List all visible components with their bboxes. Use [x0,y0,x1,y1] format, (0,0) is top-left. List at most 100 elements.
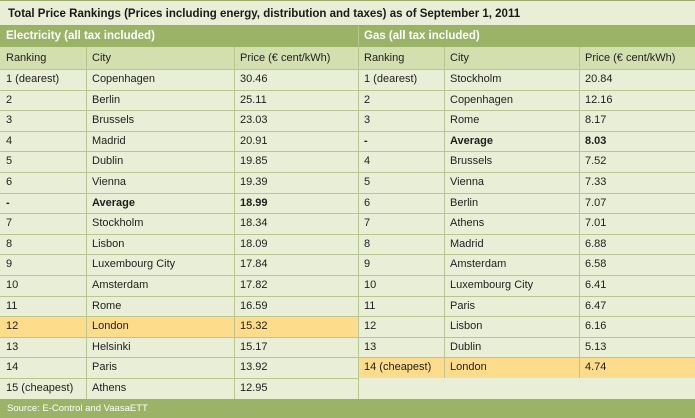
gas-table-row: 6 Berlin 7.07 [358,193,695,214]
electricity-cell-price: 15.32 [240,320,268,333]
electricity-cell-ranking: 2 [6,93,13,106]
electricity-cell-ranking: 10 [6,279,19,291]
electricity-cell-ranking: 14 [6,361,19,374]
electricity-cell-ranking: 15 (cheapest) [6,382,74,394]
gas-cell-price: 12.16 [585,93,613,106]
electricity-cell-city: Athens [92,382,127,394]
gas-column-divider [579,47,580,378]
gas-cell-city: Rome [450,114,480,127]
gas-row-divider [358,254,695,255]
gas-cell-city: Berlin [450,196,479,209]
gas-row-divider [358,316,695,317]
table-title: Total Price Rankings (Prices including e… [0,0,695,26]
gas-cell-ranking: 5 [364,176,371,188]
gas-column-headers: Ranking City Price (€ cent/kWh) [358,47,695,69]
gas-row-divider [358,296,695,297]
gas-cell-ranking: 11 [364,299,376,312]
electricity-cell-city: Paris [92,361,118,374]
electricity-cell-ranking: 11 [6,299,18,312]
gas-table-row: 7 Athens 7.01 [358,213,695,234]
gas-cell-city: Athens [450,217,485,230]
electricity-column-headers: Ranking City Price (€ cent/kWh) [0,47,358,69]
gas-cell-city: Vienna [450,176,485,188]
electricity-row-divider [0,213,358,214]
electricity-cell-city: Dublin [92,155,124,168]
electricity-table-row: - Average 18.99 [0,193,358,214]
electricity-cell-ranking: 6 [6,176,13,188]
gas-col-price: Price (€ cent/kWh) [585,52,676,64]
electricity-cell-ranking: 1 (dearest) [6,73,60,85]
electricity-cell-ranking: 12 [6,320,19,333]
electricity-cell-ranking: 3 [6,114,13,127]
electricity-table-row: 12 London 15.32 [0,316,358,337]
electricity-cell-price: 17.84 [240,258,268,271]
gas-row-divider [358,131,695,132]
gas-cell-city: Paris [450,299,476,312]
gas-column-divider [444,47,445,378]
gas-row-divider [358,213,695,214]
gas-table-row: 11 Paris 6.47 [358,296,695,317]
electricity-row-divider [0,378,358,379]
electricity-cell-price: 15.17 [240,340,268,353]
gas-cell-price: 6.41 [585,279,607,291]
gas-table-row: 2 Copenhagen 12.16 [358,90,695,111]
electricity-row-divider [0,337,358,338]
electricity-table-row: 10 Amsterdam 17.82 [0,275,358,296]
gas-table-row: 5 Vienna 7.33 [358,172,695,193]
gas-cell-price: 7.33 [585,176,607,188]
electricity-cell-price: 17.82 [240,279,268,291]
gas-table-row: 13 Dublin 5.13 [358,337,695,358]
electricity-row-divider [0,172,358,173]
electricity-cell-ranking: 5 [6,155,13,168]
electricity-cell-price: 23.03 [240,114,268,127]
gas-cell-ranking: 10 [364,279,377,291]
electricity-cell-ranking: 13 [6,340,19,353]
gas-cell-city: London [450,361,487,374]
gas-row-divider [358,275,695,276]
gas-cell-city: Copenhagen [450,93,514,106]
gas-cell-ranking: 2 [364,93,371,106]
gas-row-divider [358,151,695,152]
electricity-cell-ranking: 9 [6,258,13,271]
electricity-cell-price: 13.92 [240,361,268,374]
electricity-table-row: 2 Berlin 25.11 [0,90,358,111]
gas-cell-city: Lisbon [450,320,483,333]
gas-row-divider [358,69,695,70]
electricity-table-row: 15 (cheapest) Athens 12.95 [0,378,358,399]
source-footer: Source: E-Control and VaasaETT [0,399,695,418]
electricity-cell-price: 18.34 [240,217,268,230]
gas-table-row: 8 Madrid 6.88 [358,234,695,255]
electricity-table-row: 5 Dublin 19.85 [0,151,358,172]
gas-cell-price: 6.58 [585,258,607,271]
gas-table-row: 3 Rome 8.17 [358,110,695,131]
electricity-cell-ranking: - [6,196,10,209]
electricity-row-divider [0,151,358,152]
gas-cell-ranking: 8 [364,237,371,250]
electricity-row-divider [0,234,358,235]
gas-cell-ranking: - [364,134,368,147]
gas-row-divider [358,337,695,338]
gas-cell-price: 5.13 [585,340,607,353]
electricity-cell-city: Helsinki [92,340,131,353]
electricity-cell-price: 18.09 [240,237,268,250]
gas-row-divider [358,357,695,358]
electricity-cell-ranking: 7 [6,217,13,230]
electricity-cell-price: 20.91 [240,134,268,147]
gas-table-row: 4 Brussels 7.52 [358,151,695,172]
electricity-cell-city: Stockholm [92,217,144,230]
electricity-table-row: 4 Madrid 20.91 [0,131,358,152]
electricity-cell-city: Rome [92,299,122,312]
gas-cell-ranking: 7 [364,217,371,230]
gas-cell-price: 6.88 [585,237,607,250]
gas-cell-price: 7.01 [585,217,607,230]
gas-cell-city: Madrid [450,237,484,250]
gas-cell-city: Average [450,134,494,147]
electricity-cell-ranking: 4 [6,134,13,147]
electricity-row-divider [0,357,358,358]
electricity-cell-city: London [92,320,129,333]
electricity-table-row: 7 Stockholm 18.34 [0,213,358,234]
electricity-cell-city: Average [92,196,136,209]
gas-cell-city: Amsterdam [450,258,507,271]
electricity-table-row: 11 Rome 16.59 [0,296,358,317]
